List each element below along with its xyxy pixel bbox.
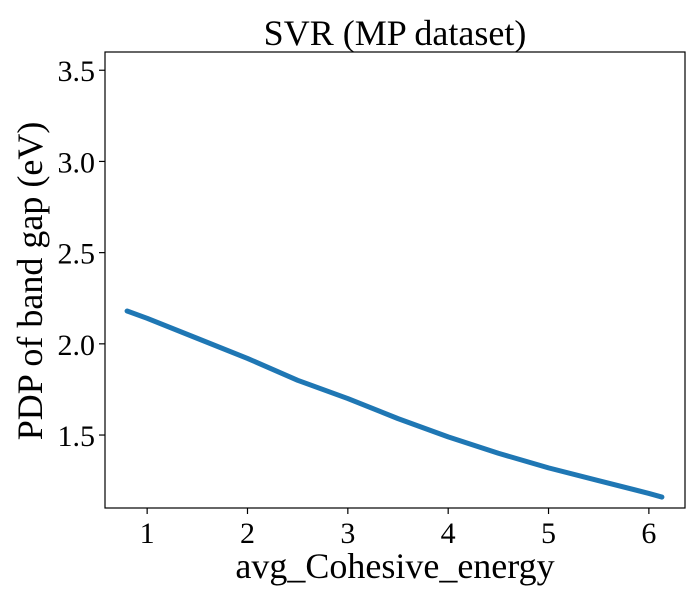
x-tick-label: 2 xyxy=(240,517,255,550)
chart-title: SVR (MP dataset) xyxy=(264,13,527,53)
y-tick-label: 3.5 xyxy=(58,55,96,88)
x-tick-label: 4 xyxy=(441,517,456,550)
plot-area xyxy=(104,51,686,509)
x-tick-label: 5 xyxy=(541,517,556,550)
axis-ticks: 1 2 3 4 5 6 1.5 2.0 2.5 3.0 3.5 xyxy=(58,55,657,550)
series-line-0 xyxy=(124,308,665,500)
x-tick-label: 6 xyxy=(641,517,656,550)
axes-frame xyxy=(104,51,686,509)
y-tick-label: 1.5 xyxy=(58,420,96,453)
y-tick-label: 2.0 xyxy=(58,329,96,362)
y-axis-label: PDP of band gap (eV) xyxy=(10,122,50,441)
x-tick-label: 1 xyxy=(140,517,155,550)
x-axis-label: avg_Cohesive_energy xyxy=(235,546,554,586)
x-tick-label: 3 xyxy=(340,517,355,550)
y-tick-label: 2.5 xyxy=(58,238,96,271)
y-tick-label: 3.0 xyxy=(58,146,96,179)
